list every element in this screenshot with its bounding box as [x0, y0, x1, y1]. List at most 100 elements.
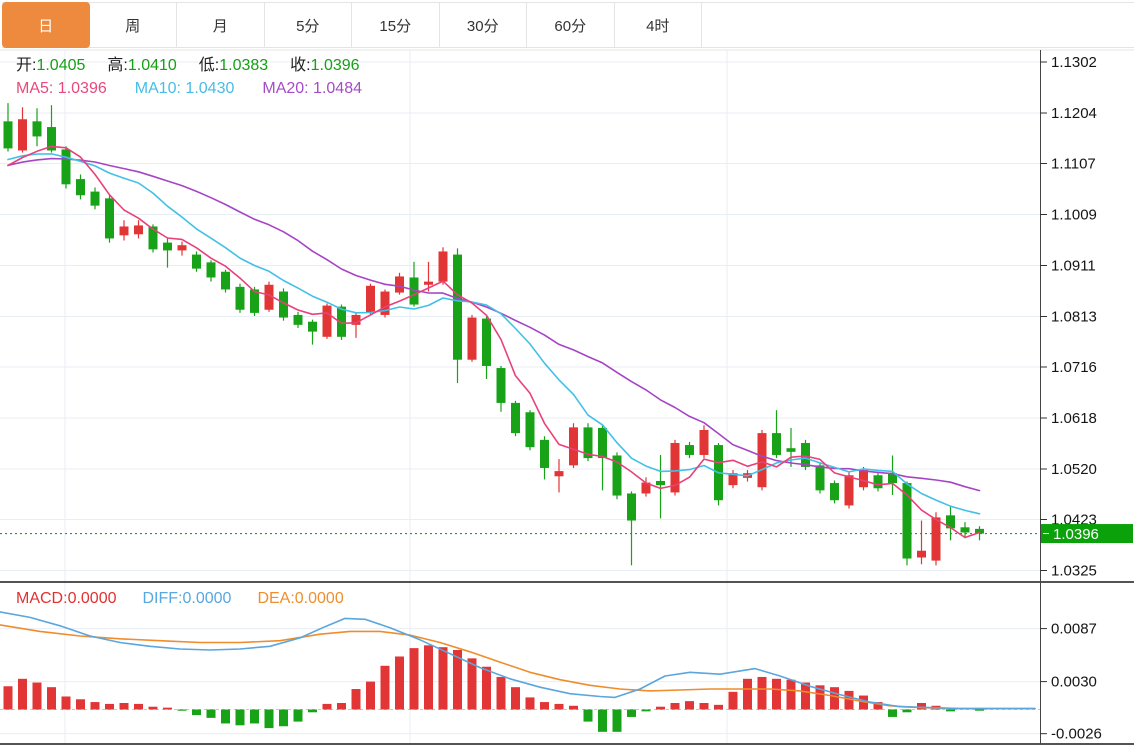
macd-hist-bar	[250, 709, 259, 724]
macd-hist-bar	[830, 687, 839, 710]
macd-hist-bar	[569, 705, 578, 710]
candle-body	[366, 285, 375, 313]
candle-body	[946, 515, 955, 529]
macd-hist-bar	[409, 648, 419, 710]
macd-hist-bar	[801, 682, 810, 710]
tab-timeframe-7[interactable]: 4时	[614, 3, 702, 47]
candle-body	[699, 429, 709, 455]
candle-body	[801, 442, 810, 467]
candle-body	[322, 305, 332, 337]
candle-body	[888, 473, 897, 484]
macd-hist-bar	[32, 682, 42, 710]
candle-body	[351, 314, 361, 325]
tab-timeframe-3[interactable]: 5分	[264, 3, 352, 47]
macd-hist-bar	[177, 709, 187, 711]
tab-timeframe-1[interactable]: 周	[89, 3, 177, 47]
candle-body	[844, 475, 854, 506]
macd-hist-bar	[90, 702, 100, 710]
candle-body	[641, 482, 651, 494]
candle-body	[786, 448, 796, 452]
candle-body	[395, 276, 404, 293]
macd-hist-bar	[859, 695, 868, 710]
candle-body	[221, 271, 230, 290]
candle-body	[815, 465, 825, 491]
candle-body	[438, 251, 448, 282]
macd-hist-bar	[511, 687, 520, 710]
ma-row-item-2: MA20: 1.0484	[262, 79, 362, 99]
candle-body	[105, 198, 114, 239]
ma10-line	[7, 153, 981, 515]
macd-hist-bar	[728, 691, 738, 710]
candle-body	[409, 277, 419, 305]
candle-body	[627, 493, 636, 521]
price-tick-label: 1.1009	[1051, 206, 1097, 223]
candle-body	[206, 262, 216, 278]
macd-hist-bar	[293, 709, 303, 722]
price-tick-label: 1.0520	[1051, 461, 1097, 478]
price-tick-label: 1.0618	[1051, 410, 1097, 427]
candle-body	[656, 480, 665, 486]
macd-hist-bar	[105, 703, 114, 710]
tab-timeframe-4[interactable]: 15分	[352, 3, 440, 47]
macd-hist-bar	[641, 709, 651, 712]
macd-hist-bar	[714, 704, 723, 710]
ma-readout: MA5: 1.0396 MA10: 1.0430 MA20: 1.0484	[16, 79, 390, 99]
macd-hist-bar	[221, 709, 230, 724]
candle-body	[192, 254, 201, 269]
ohlc-row-value-1: 1.0410	[127, 57, 177, 74]
candle-body	[830, 483, 839, 501]
macd-hist-bar	[902, 709, 912, 713]
tab-timeframe-0[interactable]: 日	[2, 2, 90, 48]
candle-body	[859, 470, 868, 488]
candle-body	[279, 291, 288, 318]
ohlc-row-item-1: 高:1.0410	[107, 56, 176, 76]
candle-body	[3, 121, 13, 149]
macd-row-label-1: DIFF:	[142, 590, 183, 607]
macd-hist-bar	[467, 658, 477, 710]
candle-body	[525, 412, 535, 448]
candle-body	[134, 225, 143, 235]
macd-hist-bar	[148, 706, 158, 710]
tab-timeframe-5[interactable]: 30分	[439, 3, 527, 47]
macd-hist-bar	[163, 707, 172, 710]
macd-hist-bar	[946, 709, 955, 712]
macd-hist-bar	[975, 709, 984, 711]
ohlc-row-label-1: 高:	[107, 57, 128, 74]
candle-body	[235, 286, 245, 310]
candle-body	[583, 427, 593, 459]
price-tick-label: 1.0716	[1051, 359, 1097, 376]
macd-hist-bar	[554, 703, 564, 710]
candle-body	[32, 121, 42, 137]
macd-hist-bar	[3, 686, 13, 710]
macd-row-value-1: 0.0000	[182, 590, 232, 607]
macd-row-item-2: DEA:0.0000	[257, 589, 343, 609]
tab-timeframe-2[interactable]: 月	[177, 3, 265, 47]
macd-hist-bar	[786, 679, 796, 710]
ohlc-row-label-3: 收:	[290, 57, 311, 74]
tab-timeframe-6[interactable]: 60分	[527, 3, 615, 47]
macd-hist-bar	[308, 709, 317, 713]
macd-hist-bar	[322, 703, 332, 710]
macd-hist-bar	[482, 666, 491, 710]
diff-line	[0, 611, 1036, 710]
price-tick-label: 1.0325	[1051, 563, 1097, 580]
candle-body	[873, 475, 883, 489]
candle-body	[569, 427, 578, 466]
candle-body	[467, 317, 477, 360]
macd-hist-bar	[815, 685, 825, 710]
candle-body	[380, 291, 390, 315]
candle-body	[728, 473, 738, 486]
macd-hist-bar	[656, 706, 665, 710]
macd-hist-bar	[395, 656, 404, 710]
macd-hist-bar	[279, 709, 288, 727]
candle-body	[61, 149, 71, 185]
macd-hist-bar	[61, 696, 71, 710]
macd-hist-bar	[206, 709, 216, 718]
macd-hist-bar	[612, 709, 622, 732]
price-tick-label: 1.1107	[1051, 155, 1096, 172]
ohlc-row-value-2: 1.0383	[219, 57, 269, 74]
macd-hist-bar	[76, 699, 85, 710]
ohlc-row-value-0: 1.0405	[36, 57, 86, 74]
macd-hist-bar	[699, 702, 709, 710]
